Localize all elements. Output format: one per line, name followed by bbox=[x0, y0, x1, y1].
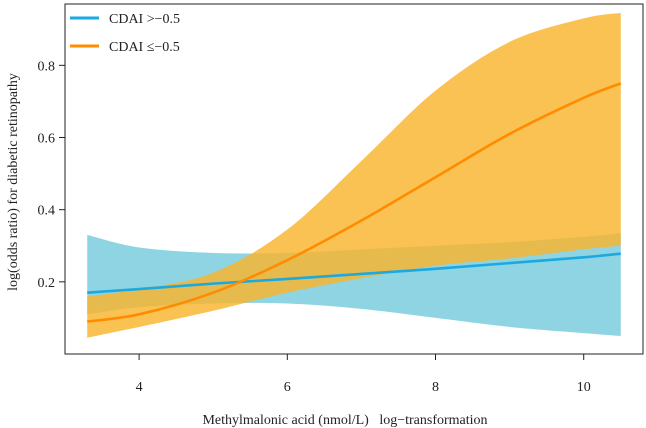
legend: CDAI >−0.5 CDAI ≤−0.5 bbox=[70, 12, 180, 55]
x-axis: 4 6 8 10 bbox=[136, 354, 591, 395]
y-tick-label: 0.8 bbox=[38, 59, 56, 74]
legend-label-series-1: CDAI >−0.5 bbox=[109, 12, 180, 27]
x-tick-label: 10 bbox=[577, 380, 591, 395]
legend-label-series-2: CDAI ≤−0.5 bbox=[109, 40, 180, 55]
series-line-1 bbox=[87, 252, 621, 294]
confidence-bands bbox=[87, 13, 621, 338]
y-axis-label: log(odds ratio) for diabetic retinopathy bbox=[6, 73, 21, 291]
x-tick-label: 6 bbox=[284, 380, 291, 395]
y-tick-label: 0.2 bbox=[38, 276, 56, 291]
x-tick-label: 8 bbox=[432, 380, 439, 395]
series-line-2 bbox=[87, 82, 622, 323]
x-tick-label: 4 bbox=[136, 380, 143, 395]
series-lines bbox=[87, 82, 622, 323]
y-tick-label: 0.6 bbox=[38, 132, 56, 147]
confidence-band-series-2 bbox=[87, 13, 621, 338]
x-axis-label: Methylmalonic acid (nmol/L) log−transfor… bbox=[202, 413, 487, 428]
y-tick-label: 0.4 bbox=[38, 204, 56, 219]
plot-frame bbox=[64, 3, 644, 355]
y-axis: 0.2 0.4 0.6 0.8 bbox=[38, 59, 65, 291]
